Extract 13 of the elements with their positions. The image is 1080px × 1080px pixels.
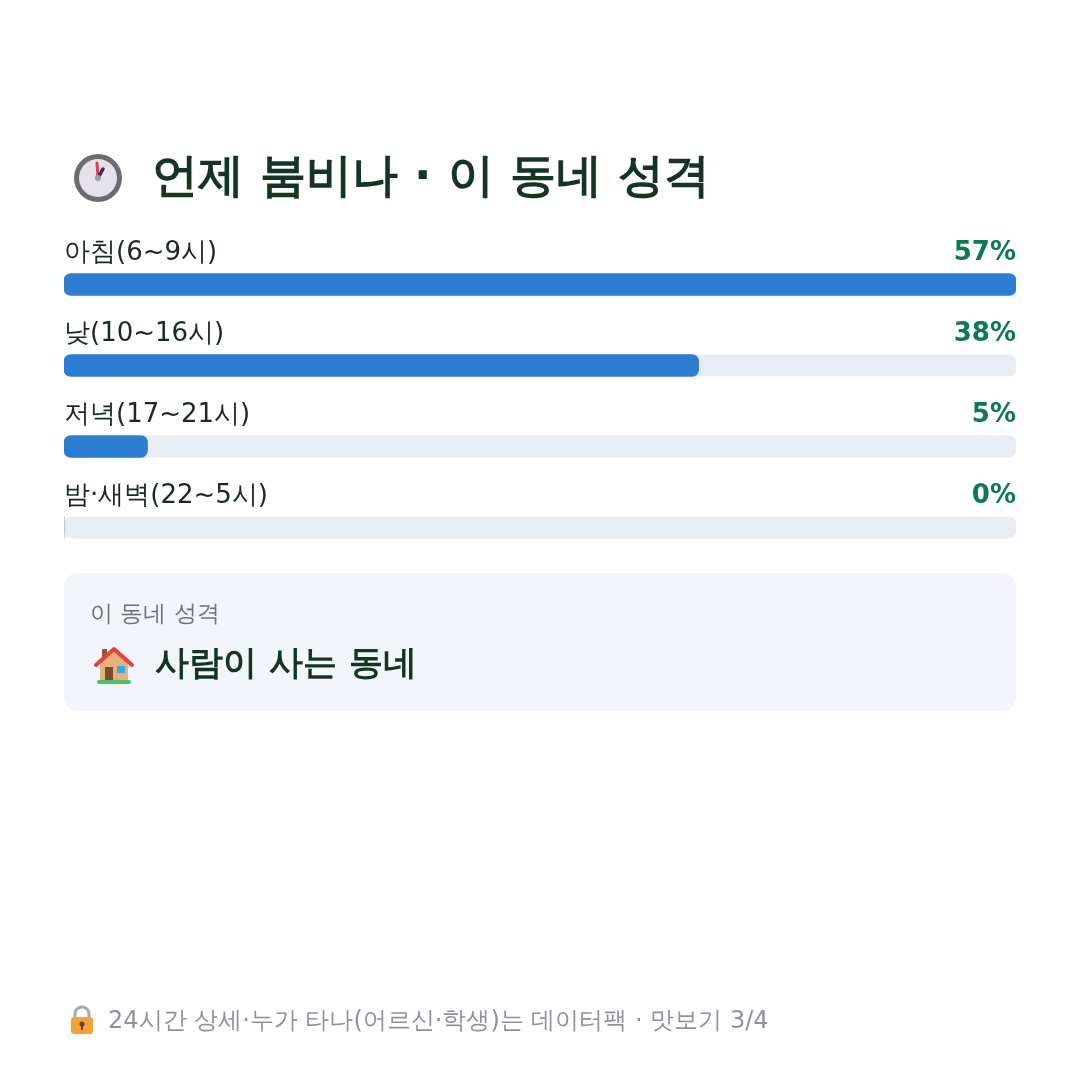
y-tick-label: 낮(10~16시)	[64, 316, 225, 347]
y-tick-label: 밤·새벽(22~5시)	[64, 478, 268, 509]
data-label: 38%	[953, 316, 1016, 347]
text: 이 동네 성격	[90, 599, 220, 628]
text: 사람이 사는 동네	[155, 641, 417, 684]
data-label: 0%	[971, 478, 1016, 509]
data-label: 57%	[953, 235, 1016, 266]
y-tick-label: 아침(6~9시)	[64, 235, 218, 266]
y-tick-label: 저녁(17~21시)	[64, 397, 251, 428]
text: 24시간 상세·누가 타나(어르신·학생)는 데이터팩 · 맛보기 3/4	[108, 1005, 769, 1036]
bar	[64, 435, 148, 458]
data-label: 5%	[971, 397, 1016, 428]
chart-title: 언제 붐비나 · 이 동네 성격	[152, 147, 710, 204]
